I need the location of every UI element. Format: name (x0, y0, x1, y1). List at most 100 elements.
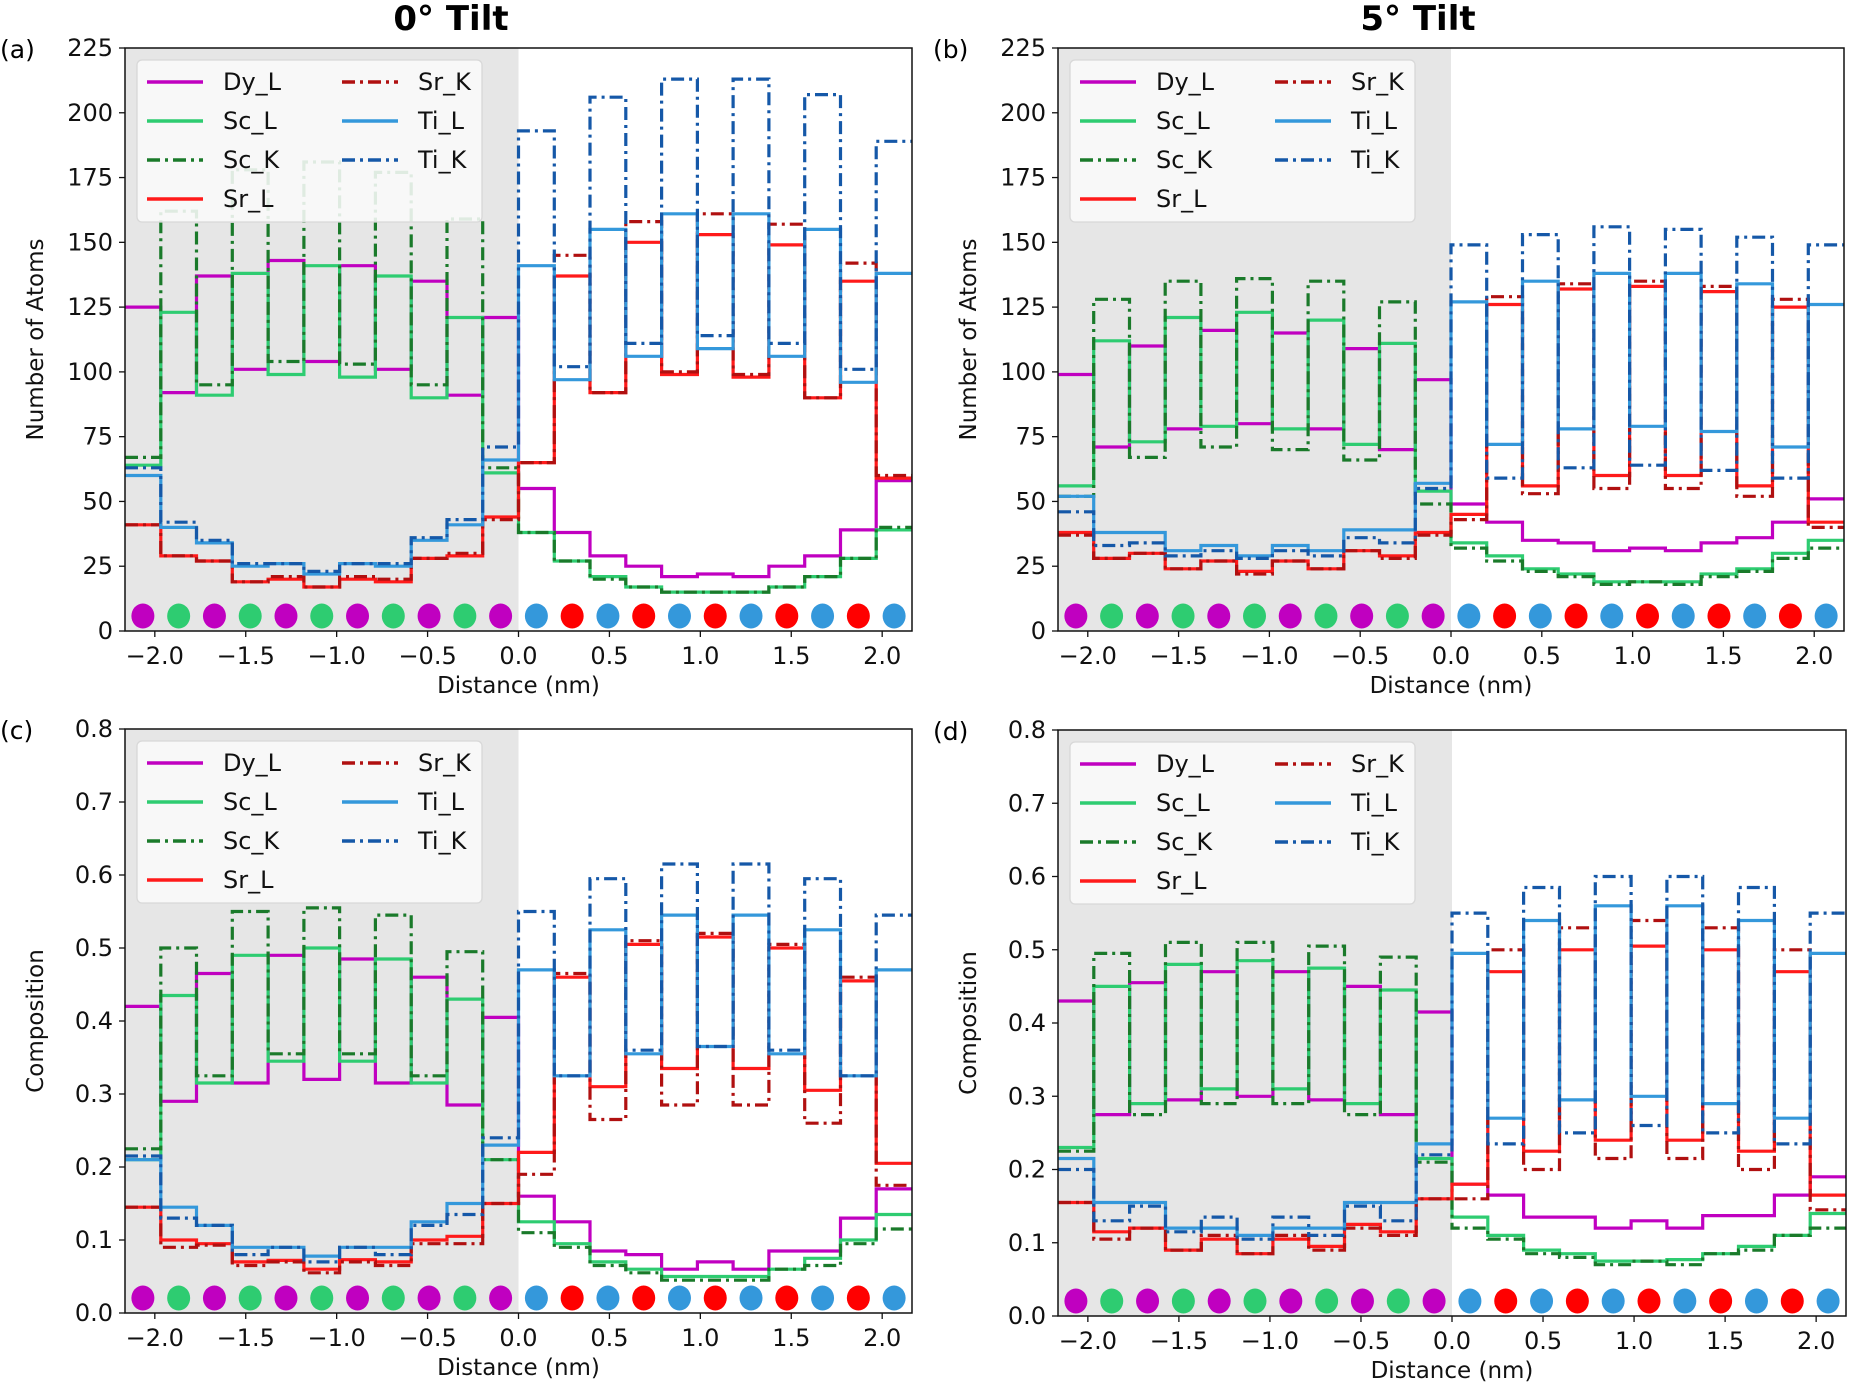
x-tick-label: 1.0 (681, 1324, 719, 1352)
series-line-ti-l (125, 913, 912, 1258)
y-tick-label: 0.2 (75, 1153, 113, 1181)
x-tick-label: 2.0 (863, 642, 901, 670)
atom-column-dy (1421, 603, 1445, 629)
y-tick-label: 175 (67, 164, 113, 192)
atom-column-sc (1100, 603, 1124, 629)
atom-column-sr (1636, 603, 1659, 629)
y-tick-label: 200 (1000, 99, 1046, 127)
atom-column-sr (775, 1285, 799, 1311)
atom-column-sr (846, 603, 870, 629)
y-tick-label: 50 (1015, 487, 1046, 515)
x-tick-label: −2.0 (126, 1324, 184, 1352)
legend-label-dy-l: Dy_L (223, 749, 282, 777)
atom-column-sc (1243, 603, 1266, 629)
x-axis-label: Distance (nm) (1371, 1358, 1534, 1384)
atom-column-sc (1385, 603, 1409, 629)
legend-label-sr-l: Sr_L (1156, 867, 1207, 895)
atom-column-sc (1171, 1288, 1195, 1314)
atom-column-sc (1314, 603, 1338, 629)
atom-column-sc (167, 603, 191, 629)
y-axis-label: Number of Atoms (956, 239, 982, 441)
x-tick-label: −0.5 (398, 642, 456, 670)
atom-column-ti (1458, 1288, 1482, 1314)
x-axis-label: Distance (nm) (437, 673, 600, 699)
x-tick-label: −1.0 (1241, 1327, 1299, 1355)
atom-column-dy (1278, 603, 1302, 629)
x-tick-label: 0.0 (1432, 642, 1470, 670)
x-tick-label: 0.0 (499, 1324, 537, 1352)
series-line-ti-l (1058, 271, 1844, 558)
y-axis-label: Number of Atoms (23, 239, 49, 441)
atom-column-ti (811, 603, 835, 629)
legend-label-sr-k: Sr_K (1351, 750, 1405, 778)
legend-label-dy-l: Dy_L (1156, 750, 1215, 778)
legend-label-sc-k: Sc_K (223, 146, 280, 174)
y-tick-label: 0.1 (1008, 1229, 1046, 1257)
x-tick-label: 0.0 (1433, 1327, 1471, 1355)
atom-column-sr (1709, 1288, 1733, 1314)
legend-label-ti-l: Ti_L (1350, 789, 1398, 817)
panel-label: (c) (0, 716, 33, 745)
legend-label-sr-k: Sr_K (418, 68, 472, 96)
plot-area (1058, 225, 1844, 629)
atom-column-ti (739, 1285, 763, 1311)
atom-column-dy (202, 1285, 226, 1311)
atom-column-sc (381, 603, 405, 629)
atom-column-ti (1814, 603, 1838, 629)
x-tick-label: −1.0 (308, 642, 366, 670)
legend-label-dy-l: Dy_L (223, 68, 282, 96)
x-tick-label: 2.0 (1797, 1327, 1835, 1355)
x-axis-label: Distance (nm) (437, 1355, 600, 1381)
panel-label: (a) (0, 35, 35, 64)
y-tick-label: 0.3 (75, 1080, 113, 1108)
atom-column-dy (1136, 1288, 1160, 1314)
atom-column-sr (1565, 1288, 1589, 1314)
atom-column-dy (346, 1285, 370, 1311)
x-tick-label: −1.5 (1150, 1327, 1208, 1355)
y-tick-label: 125 (1000, 293, 1046, 321)
atom-column-ti (1457, 603, 1481, 629)
y-tick-label: 225 (67, 34, 113, 62)
atom-column-ti (1816, 1288, 1840, 1314)
series-line-ti-k (125, 862, 912, 1264)
legend-label-ti-k: Ti_K (417, 827, 468, 855)
x-axis-label: Distance (nm) (1370, 673, 1533, 699)
atom-column-sr (1707, 603, 1731, 629)
legend: Dy_L Sc_L Sc_K Sr_L Sr_K Ti_L Ti_K (1069, 59, 1416, 223)
y-tick-label: 125 (67, 293, 113, 321)
x-tick-label: −0.5 (398, 1324, 456, 1352)
y-tick-label: 25 (1015, 552, 1046, 580)
x-tick-label: −1.5 (1149, 642, 1207, 670)
atom-column-dy (1207, 1288, 1231, 1314)
atom-column-dy (131, 1285, 155, 1311)
legend-label-sc-l: Sc_L (223, 788, 277, 816)
x-tick-label: 2.0 (863, 1324, 901, 1352)
atom-column-sr (560, 603, 584, 629)
atom-column-dy (131, 603, 155, 629)
x-tick-label: 0.5 (590, 1324, 628, 1352)
atom-column-dy (202, 603, 226, 629)
y-tick-label: 0.4 (1008, 1009, 1046, 1037)
plot-area (1058, 874, 1846, 1314)
atom-column-sr (703, 603, 727, 629)
atom-column-ti (1530, 1288, 1554, 1314)
y-tick-label: 0.0 (1008, 1302, 1046, 1330)
series-line-dy-l (1058, 970, 1846, 1230)
y-tick-label: 100 (67, 358, 113, 386)
series-line-ti-k (1058, 874, 1846, 1241)
legend-label-sr-l: Sr_L (1156, 185, 1207, 213)
series-line-sr-k (1058, 918, 1846, 1256)
series-line-sc-k (125, 160, 912, 594)
y-tick-label: 100 (1000, 358, 1046, 386)
atom-column-sc (453, 1285, 477, 1311)
y-tick-label: 0.2 (1008, 1156, 1046, 1184)
atom-column-dy (1135, 603, 1159, 629)
x-tick-label: 1.0 (1614, 642, 1652, 670)
atom-column-ti (882, 603, 906, 629)
atom-column-dy (346, 603, 370, 629)
atom-column-sc (238, 1285, 262, 1311)
atom-column-sc (310, 603, 334, 629)
y-tick-label: 75 (82, 423, 113, 451)
series-line-sc-l (1058, 310, 1844, 584)
atom-column-sc (238, 603, 262, 629)
